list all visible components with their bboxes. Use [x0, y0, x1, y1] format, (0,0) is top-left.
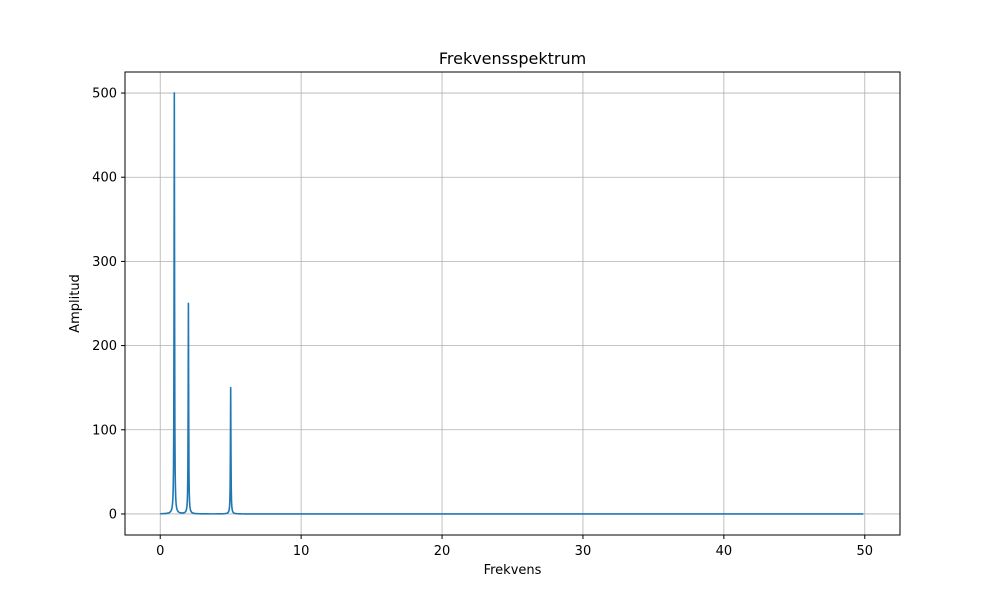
x-tick-label: 50 — [856, 544, 873, 559]
x-tick-label: 20 — [434, 544, 451, 559]
y-tick-label: 0 — [109, 507, 117, 522]
x-tick-label: 10 — [293, 544, 310, 559]
series-layer — [159, 92, 864, 515]
y-tick-label: 200 — [92, 339, 117, 354]
x-tick-label: 40 — [716, 544, 733, 559]
x-tick-label: 0 — [156, 544, 164, 559]
x-tick-label: 30 — [575, 544, 592, 559]
x-axis-label: Frekvens — [484, 563, 542, 578]
spectrum-line — [159, 92, 864, 515]
y-tick-label: 100 — [92, 423, 117, 438]
y-axis-label: Amplitud — [68, 274, 83, 333]
y-tick-label: 300 — [92, 255, 117, 270]
y-tick-label: 400 — [92, 171, 117, 186]
grid — [125, 72, 900, 535]
y-tick-label: 500 — [92, 87, 117, 102]
plot-frame — [124, 71, 901, 536]
chart-title: Frekvensspektrum — [439, 49, 586, 68]
